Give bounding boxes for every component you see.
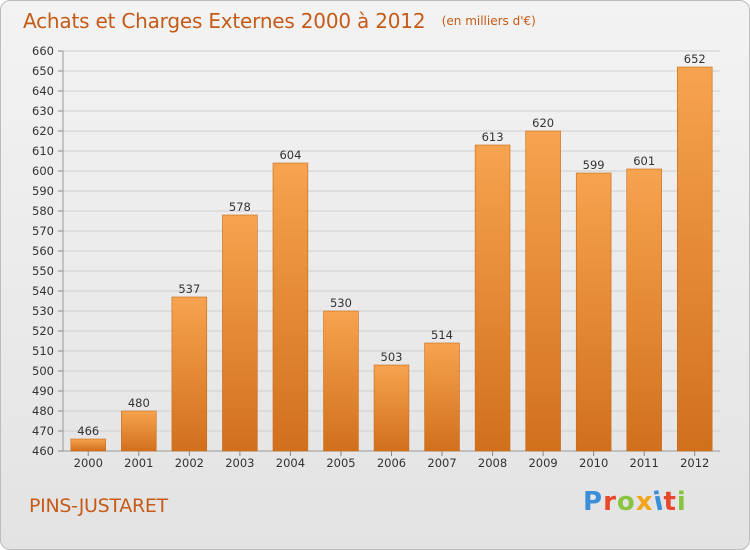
y-tick-label: 470	[32, 424, 54, 438]
y-tick-label: 520	[32, 324, 54, 338]
chart-unit: (en milliers d'€)	[441, 14, 536, 28]
y-tick-label: 660	[32, 44, 54, 58]
bar-2009	[525, 130, 561, 452]
logo-letter: i	[676, 487, 687, 517]
y-tick-label: 480	[32, 404, 54, 418]
x-tick-label-2007: 2007	[427, 456, 456, 470]
place-name: PINS-JUSTARET	[29, 495, 168, 517]
x-tick-label-2002: 2002	[175, 456, 204, 470]
logo-letter: r	[603, 487, 617, 517]
y-tick-label: 610	[32, 144, 54, 158]
value-label-2011: 601	[633, 154, 655, 168]
value-label-2012: 652	[684, 52, 706, 66]
x-tick-label-2012: 2012	[680, 456, 709, 470]
y-tick-label: 530	[32, 304, 54, 318]
value-label-2000: 466	[77, 424, 99, 438]
value-label-2002: 537	[178, 282, 200, 296]
x-tick-label-2011: 2011	[630, 456, 659, 470]
x-tick-label-2003: 2003	[225, 456, 254, 470]
x-tick-label-2004: 2004	[276, 456, 305, 470]
x-axis: 2000 2001 2002 2003 2004 2005 2006 2007 2008 2009…	[63, 450, 720, 470]
y-tick-label: 540	[32, 284, 54, 298]
x-tick-label-2005: 2005	[326, 456, 355, 470]
y-tick-label: 550	[32, 264, 54, 278]
value-label-2007: 514	[431, 328, 453, 342]
proxiti-logo: Proxiti	[583, 486, 687, 517]
x-tick-label-2008: 2008	[478, 456, 507, 470]
logo-letter: x	[635, 487, 654, 517]
y-tick-label: 500	[32, 364, 54, 378]
x-tick-label-2009: 2009	[528, 456, 557, 470]
bar-2007	[424, 342, 460, 452]
bar-2012	[676, 66, 713, 452]
x-tick-label-2000: 2000	[74, 456, 103, 470]
value-labels: 466 480 537 578 604 530 503 514 613 620 599 601 652	[77, 52, 705, 438]
y-tick-label: 560	[32, 244, 54, 258]
y-tick-label: 650	[32, 64, 54, 78]
y-tick-label: 600	[32, 164, 54, 178]
x-tick-label-2010: 2010	[579, 456, 608, 470]
bar-2000	[70, 438, 107, 452]
bar-2002	[171, 296, 208, 452]
bars	[70, 66, 713, 452]
bar-2001	[121, 410, 157, 452]
bar-2008	[474, 144, 511, 452]
y-tick-label: 510	[32, 344, 54, 358]
y-tick-label: 580	[32, 204, 54, 218]
value-label-2005: 530	[330, 296, 352, 310]
value-label-2006: 503	[381, 350, 403, 364]
logo-letter: P	[583, 487, 604, 517]
bar-2010	[575, 172, 612, 452]
y-tick-label: 640	[32, 84, 54, 98]
x-tick-label-2001: 2001	[124, 456, 153, 470]
value-label-2010: 599	[583, 158, 605, 172]
logo-letter: o	[616, 487, 636, 517]
value-label-2004: 604	[279, 148, 301, 162]
value-label-2009: 620	[532, 116, 554, 130]
value-label-2001: 480	[128, 396, 150, 410]
y-tick-label: 570	[32, 224, 54, 238]
y-tick-label: 590	[32, 184, 54, 198]
y-tick-label: 620	[32, 124, 54, 138]
y-axis: 460 470 480 490 500 510 520 530 540 550 560 570 580 5…	[32, 44, 64, 458]
x-tick-label-2006: 2006	[377, 456, 406, 470]
chart-title-text: Achats et Charges Externes 2000 à 2012	[23, 9, 426, 33]
y-tick-label: 490	[32, 384, 54, 398]
bar-2005	[323, 310, 359, 452]
value-label-2003: 578	[229, 200, 251, 214]
bar-2003	[222, 214, 258, 452]
y-tick-label: 630	[32, 104, 54, 118]
y-tick-label: 460	[32, 444, 54, 458]
bar-2006	[373, 364, 410, 452]
bar-2004	[272, 162, 309, 452]
chart-title: Achats et Charges Externes 2000 à 2012 (…	[23, 9, 536, 33]
bar-2011	[626, 168, 662, 452]
value-label-2008: 613	[482, 130, 504, 144]
logo-letter: t	[663, 487, 677, 517]
